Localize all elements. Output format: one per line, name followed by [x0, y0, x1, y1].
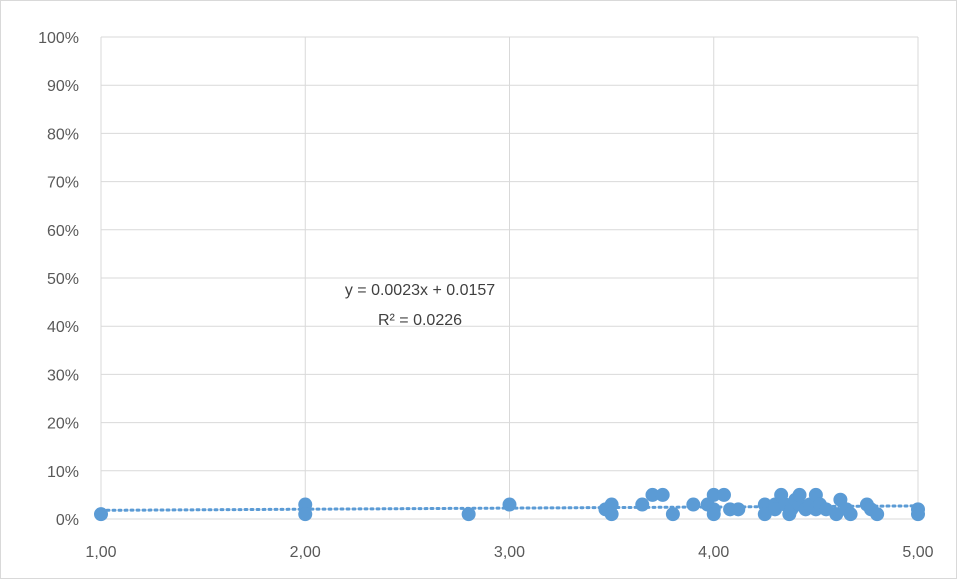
y-tick-label: 80% [47, 126, 79, 143]
data-point [645, 487, 660, 502]
x-axis-tick-labels: 1,00 2,00 3,00 4,00 5,00 [85, 544, 933, 561]
y-tick-label: 60% [47, 223, 79, 240]
x-tick-label: 4,00 [698, 544, 729, 561]
data-point [665, 507, 680, 522]
data-point [655, 487, 670, 502]
data-point [843, 507, 858, 522]
y-tick-label: 70% [47, 175, 79, 192]
data-point [706, 507, 721, 522]
y-tick-label: 90% [47, 78, 79, 95]
data-point [298, 497, 313, 512]
data-point [792, 487, 807, 502]
data-point [604, 497, 619, 512]
x-tick-label: 1,00 [85, 544, 116, 561]
data-point [706, 487, 721, 502]
data-point [686, 497, 701, 512]
data-points [94, 487, 925, 522]
y-tick-label: 20% [47, 416, 79, 433]
data-point [911, 507, 925, 522]
trendline-r-squared: R² = 0.0226 [378, 312, 462, 329]
data-point [298, 507, 313, 522]
y-tick-label: 40% [47, 319, 79, 336]
y-tick-label: 50% [47, 271, 79, 288]
x-tick-label: 2,00 [290, 544, 321, 561]
data-point [94, 507, 108, 522]
data-point [502, 497, 517, 512]
data-point [716, 487, 731, 502]
data-point [870, 507, 885, 522]
y-tick-label: 0% [56, 512, 79, 529]
x-tick-label: 5,00 [902, 544, 933, 561]
y-tick-label: 10% [47, 464, 79, 481]
data-point [635, 497, 650, 512]
gridlines [100, 36, 919, 520]
y-axis-tick-labels: 0% 10% 20% 30% 40% 50% 60% 70% 80% 90% 100% [38, 30, 79, 529]
data-point [461, 507, 476, 522]
x-tick-label: 3,00 [494, 544, 525, 561]
data-point [604, 507, 619, 522]
y-tick-label: 100% [38, 30, 79, 47]
y-tick-label: 30% [47, 367, 79, 384]
trendline-equation: y = 0.0023x + 0.0157 [345, 282, 495, 299]
data-point [731, 502, 746, 517]
